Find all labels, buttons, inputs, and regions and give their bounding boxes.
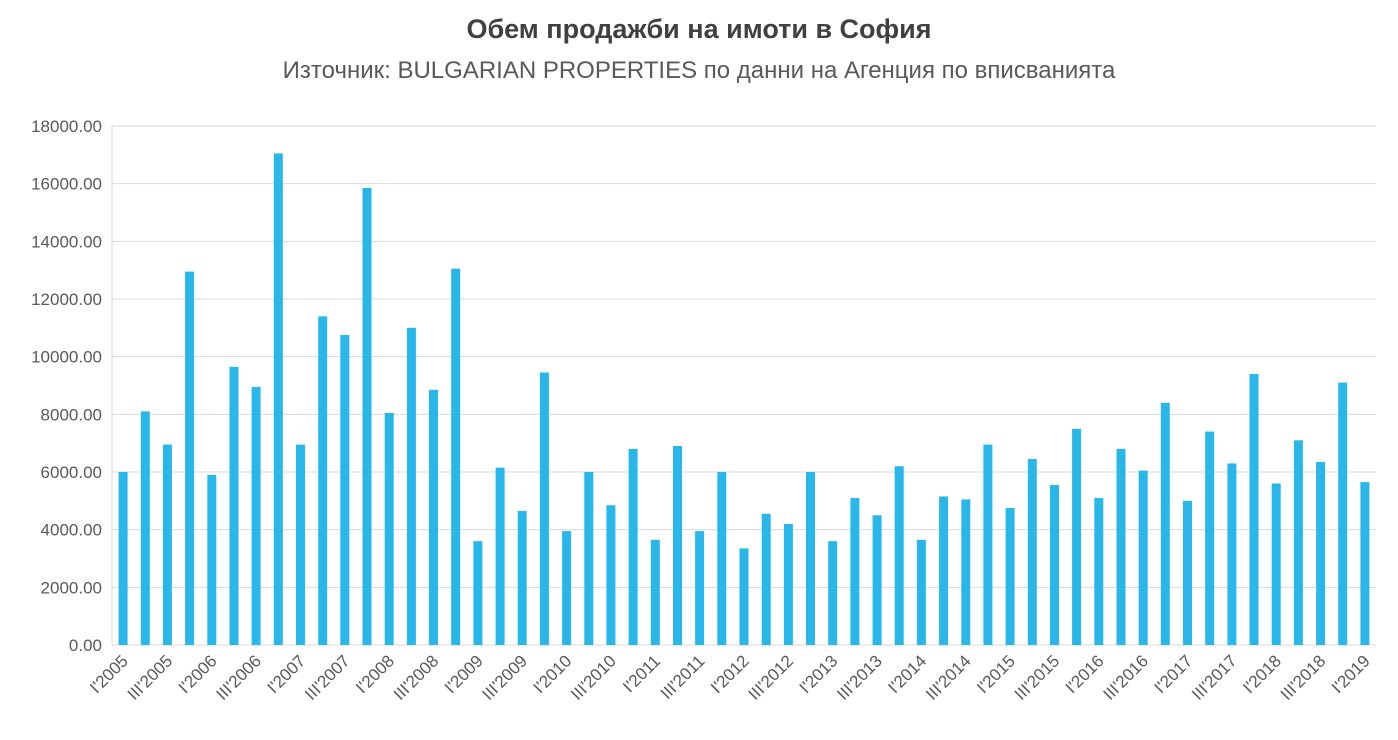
y-axis-tick-label: 12000.00	[31, 290, 102, 309]
bar	[429, 389, 438, 645]
x-axis-tick-label: III'2018	[1277, 651, 1329, 703]
bar	[894, 466, 904, 645]
bar	[717, 472, 727, 645]
x-axis-tick-label: III'2010	[567, 651, 619, 703]
y-axis-tick-label: 10000.00	[31, 348, 102, 367]
x-axis-tick-label: III'2009	[479, 651, 531, 703]
bar	[384, 412, 394, 645]
chart-subtitle: Източник: BULGARIAN PROPERTIES по данни …	[282, 57, 1116, 84]
bar	[1293, 440, 1303, 645]
bar	[739, 548, 749, 645]
bar	[983, 444, 993, 645]
y-axis-tick-label: 14000.00	[31, 232, 102, 251]
bar	[828, 541, 838, 645]
x-axis-tick-label: III'2008	[390, 651, 442, 703]
bar	[318, 316, 328, 645]
y-axis-tick-label: 0.00	[69, 636, 102, 655]
bar	[939, 496, 949, 645]
bar	[362, 188, 372, 645]
bar	[761, 513, 771, 645]
bar	[584, 472, 594, 645]
bar	[872, 515, 882, 646]
bar	[451, 268, 461, 645]
bar	[1338, 382, 1348, 645]
chart-title: Обем продажби на имоти в София	[466, 14, 932, 44]
bar	[406, 327, 416, 645]
bar	[229, 366, 239, 645]
bar	[539, 372, 549, 645]
bar	[650, 539, 660, 645]
bar	[1316, 461, 1326, 645]
bar	[961, 499, 971, 645]
x-axis-tick-label: III'2014	[922, 651, 974, 703]
bar	[118, 472, 128, 645]
bar	[1116, 448, 1126, 645]
bar	[1094, 498, 1104, 645]
bar	[1227, 463, 1237, 645]
bar	[1183, 500, 1192, 645]
x-axis-tick-label: I'2019	[1328, 651, 1374, 697]
x-axis-tick-label: III'2012	[745, 651, 797, 703]
x-axis-tick-label: III'2011	[657, 651, 709, 703]
bar	[673, 446, 682, 645]
bar	[606, 505, 616, 645]
bar	[806, 472, 815, 645]
y-axis-tick-label: 16000.00	[31, 175, 102, 194]
y-axis-tick-label: 2000.00	[41, 578, 102, 597]
y-axis-tick-label: 18000.00	[31, 117, 102, 136]
x-axis-tick-label: III'2005	[124, 651, 176, 703]
y-axis-tick-label: 8000.00	[41, 405, 102, 424]
y-axis-tick-label: 4000.00	[41, 521, 102, 540]
x-axis-tick-label: III'2006	[212, 651, 264, 703]
bar	[1050, 485, 1059, 645]
x-axis-tick-label: III'2017	[1188, 651, 1240, 703]
bar	[1271, 483, 1281, 645]
bar	[1138, 470, 1148, 645]
bar	[251, 386, 261, 645]
bar	[207, 474, 217, 645]
bar	[495, 467, 505, 645]
y-axis-tick-label: 6000.00	[41, 463, 102, 482]
bar	[1005, 508, 1015, 645]
bar	[162, 444, 172, 645]
bar	[140, 411, 150, 645]
bar	[296, 444, 305, 645]
bar	[1160, 402, 1170, 645]
x-axis-tick-label: III'2016	[1099, 651, 1151, 703]
bar	[473, 541, 483, 645]
x-axis-tick-label: III'2013	[833, 651, 885, 703]
bar	[1205, 431, 1215, 645]
bar	[273, 153, 283, 645]
x-axis-tick-label: III'2015	[1011, 651, 1063, 703]
bar	[1249, 374, 1259, 645]
bar	[1360, 482, 1370, 645]
x-axis-tick-label: III'2007	[301, 651, 353, 703]
bar	[850, 498, 860, 645]
bar	[916, 539, 926, 645]
bar	[185, 271, 195, 645]
bar	[340, 335, 350, 645]
bar	[562, 531, 572, 645]
bar	[517, 510, 527, 645]
bar	[628, 448, 638, 645]
bar	[1072, 428, 1082, 646]
bar	[1027, 459, 1037, 645]
bar	[783, 523, 793, 645]
bar	[695, 531, 705, 645]
